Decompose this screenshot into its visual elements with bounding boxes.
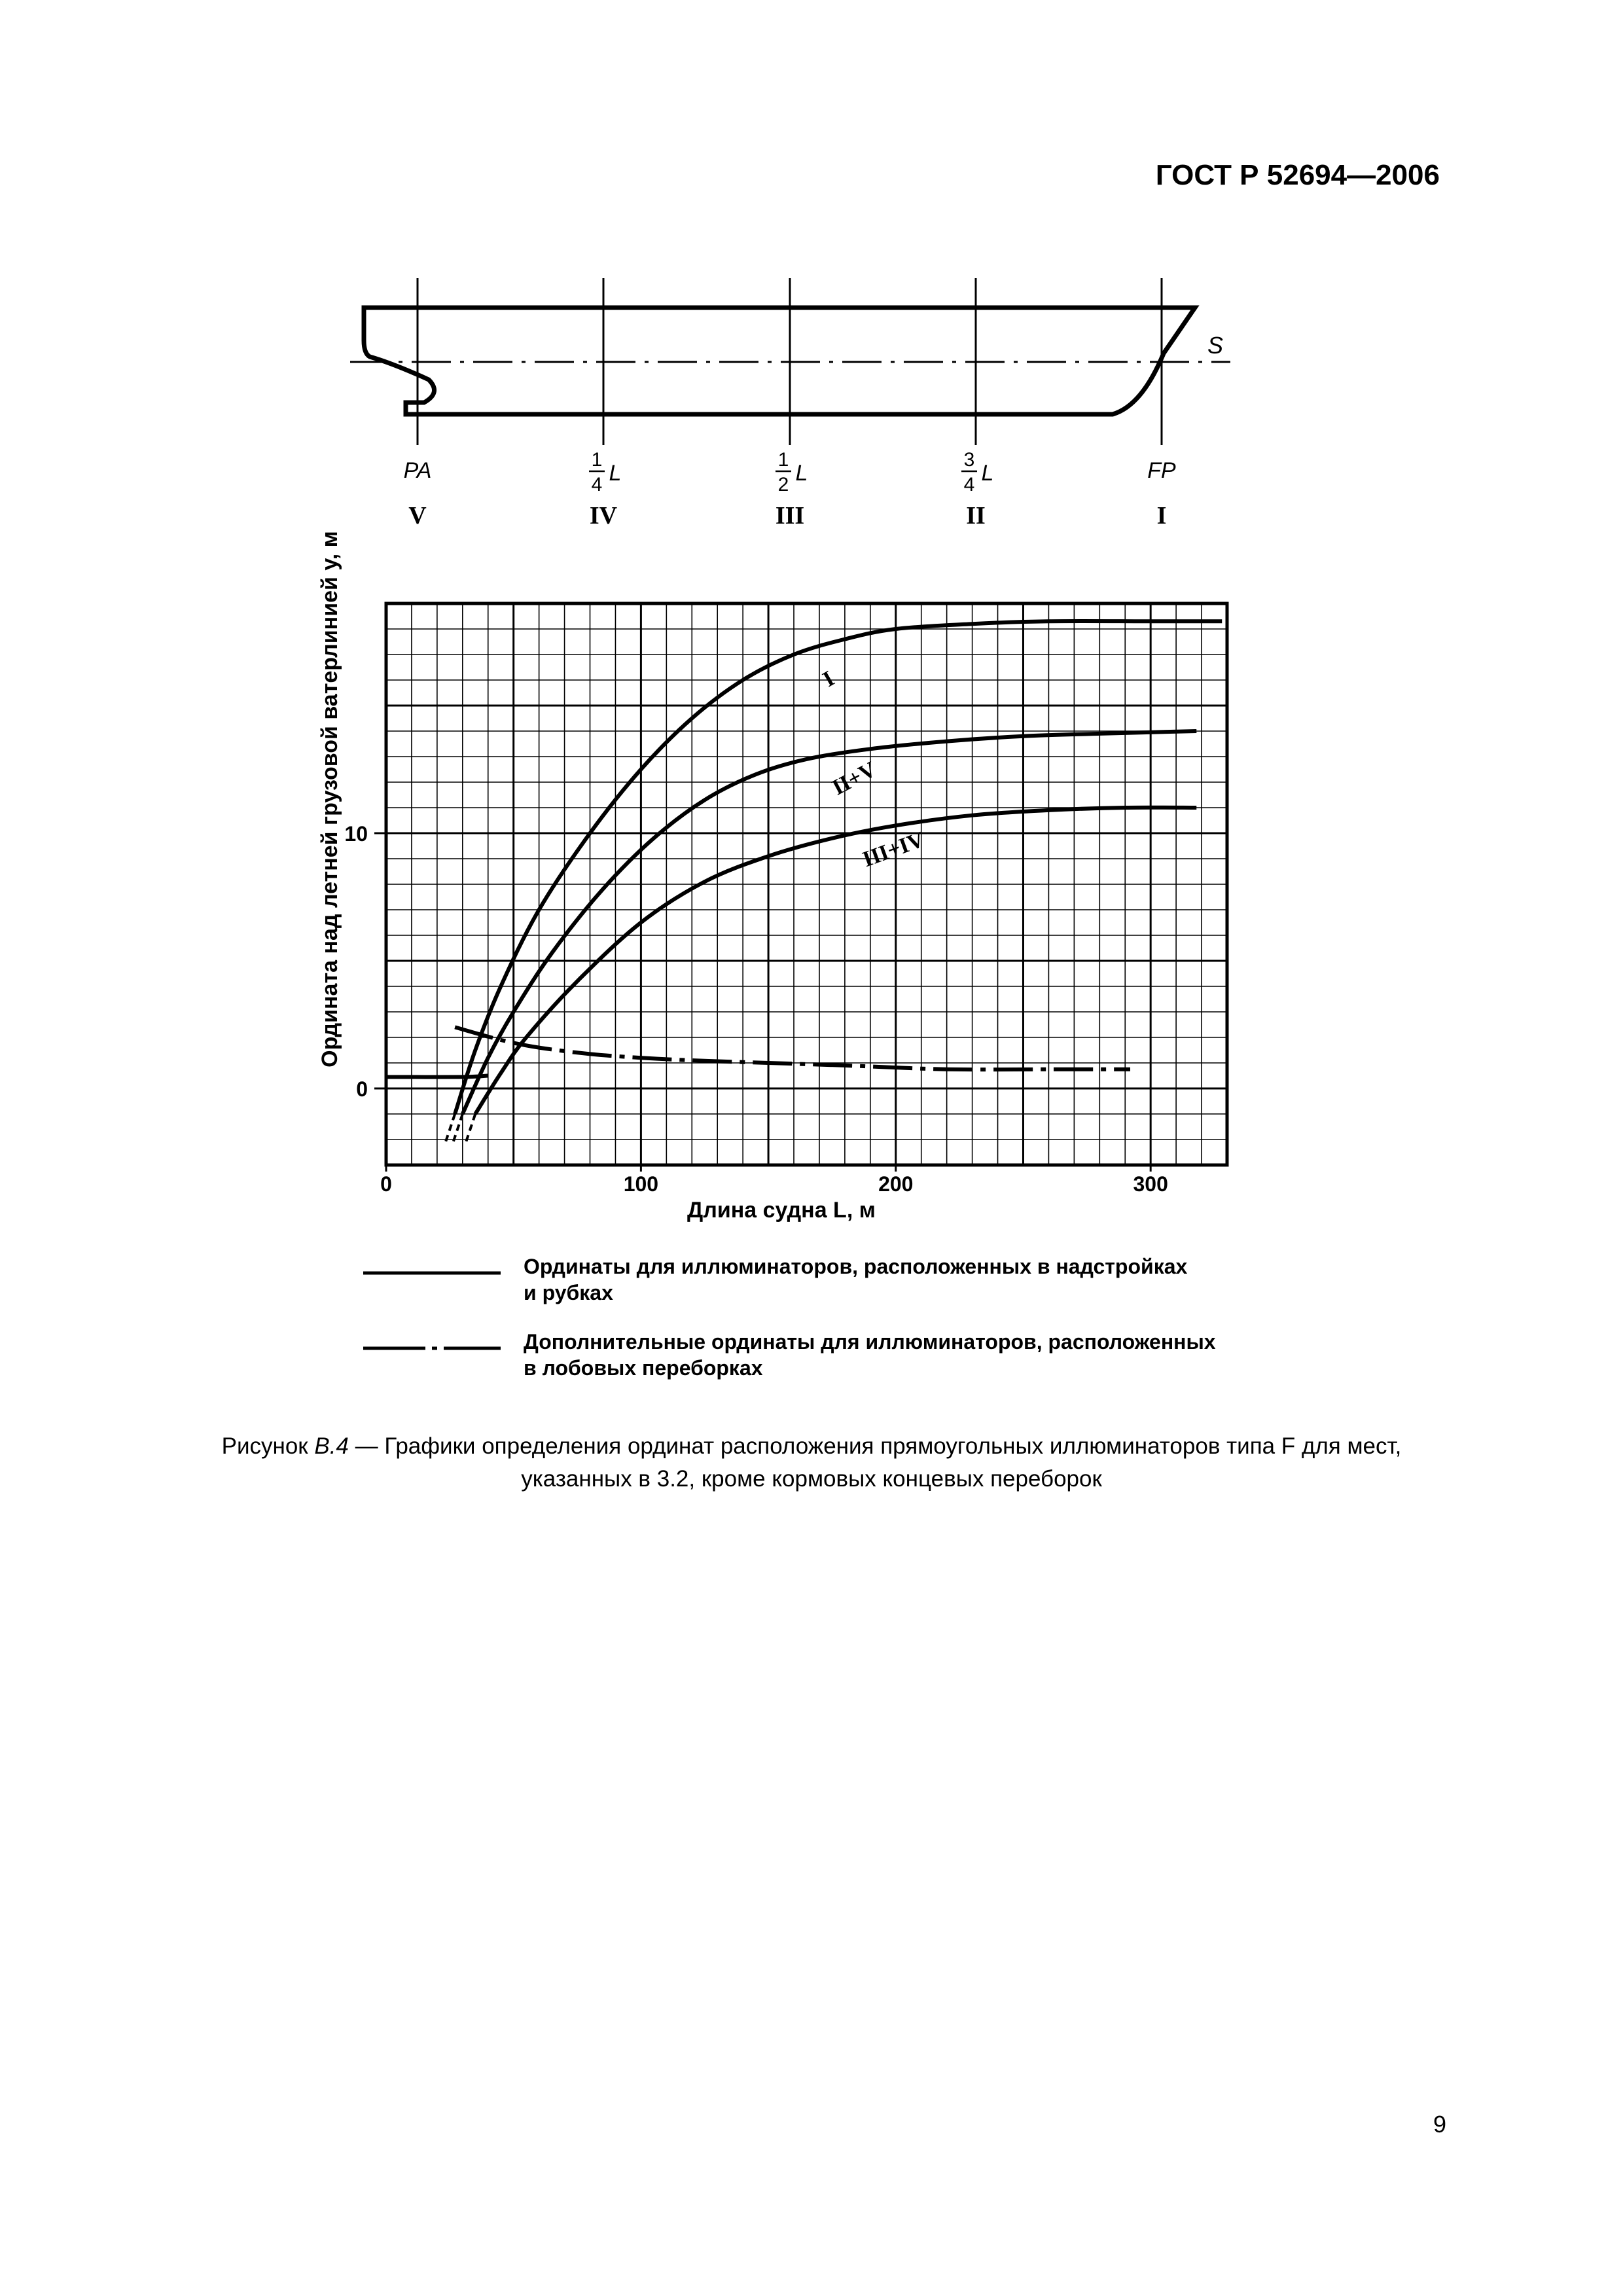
station-fraction-numerator: 1: [778, 449, 789, 471]
x-tick-label: 200: [878, 1172, 913, 1196]
series-extension: [443, 1113, 457, 1145]
station-fraction-numerator: 1: [592, 449, 603, 471]
series-line-III-plus-IV: [473, 805, 1197, 1115]
station-roman-numeral: I: [1157, 502, 1167, 529]
legend-solid-line-2: и рубках: [524, 1281, 613, 1304]
chart-grid: [385, 603, 1228, 1166]
station-lines: [416, 278, 1163, 445]
document-number: ГОСТ Р 52694—2006: [1155, 159, 1440, 191]
caption-line-1: Рисунок В.4 — Графики определения ордина…: [98, 1430, 1525, 1463]
series-label: II+V: [829, 757, 881, 800]
x-axis-label: Длина судна L, м: [687, 1198, 876, 1223]
station-label: PA: [404, 458, 432, 483]
station-fraction-suffix: L: [796, 461, 808, 486]
station-roman-numeral: IV: [590, 502, 618, 529]
legend-dashdot-swatch: [363, 1346, 501, 1350]
station-fraction-denominator: 4: [964, 474, 975, 495]
plot-frame: [384, 601, 1229, 1167]
caption-prefix: Рисунок: [221, 1433, 315, 1459]
station-fraction-suffix: L: [609, 461, 622, 486]
legend-solid-text: Ординаты для иллюминаторов, расположенны…: [524, 1253, 1374, 1306]
series-line-baseline: [385, 1073, 488, 1079]
legend-dashdot-text: Дополнительные ординаты для иллюминаторо…: [524, 1329, 1374, 1381]
station-fraction-suffix: L: [982, 461, 994, 486]
series-line-I: [453, 619, 1222, 1115]
caption-text-1: — Графики определения ординат расположен…: [348, 1433, 1402, 1459]
figure-caption: Рисунок В.4 — Графики определения ордина…: [98, 1430, 1525, 1496]
station-roman-numeral: V: [408, 502, 427, 529]
caption-line-2: указанных в 3.2, кроме кормовых концевых…: [521, 1466, 1102, 1492]
x-tick-label: 0: [380, 1172, 392, 1196]
waterline-label: S: [1207, 332, 1223, 359]
legend-dashdot-line-1: Дополнительные ординаты для иллюминаторо…: [524, 1330, 1216, 1354]
series-extension: [463, 1113, 477, 1145]
legend-dashdot-line-2: в лобовых переборках: [524, 1356, 763, 1380]
series-extension: [451, 1113, 464, 1145]
hull-outline: [361, 305, 1200, 417]
station-fraction-denominator: 2: [778, 474, 789, 495]
station-fraction-denominator: 4: [592, 474, 603, 495]
x-tick-label: 100: [624, 1172, 658, 1196]
station-label: FP: [1147, 458, 1176, 483]
page-number: 9: [1433, 2111, 1446, 2138]
legend-solid-swatch: [363, 1271, 501, 1275]
station-roman-numeral: III: [776, 502, 804, 529]
y-axis-label: Ордината над летней грузовой ватерлинией…: [317, 531, 342, 1067]
station-roman-numeral: II: [966, 502, 986, 529]
series-line-additional-ordinates: [454, 1025, 1131, 1072]
station-fraction-numerator: 3: [964, 449, 975, 471]
series-label: I: [819, 666, 838, 692]
caption-figure-id: В.4: [314, 1433, 349, 1459]
x-tick-label: 300: [1133, 1172, 1168, 1196]
y-tick-label: 0: [356, 1077, 368, 1101]
axis-tick-labels: 0 100 200 300 0 10: [344, 822, 1168, 1196]
y-tick-label: 10: [344, 822, 368, 846]
chart-series: [385, 619, 1222, 1145]
legend-solid-line-1: Ординаты для иллюминаторов, расположенны…: [524, 1255, 1188, 1278]
series-line-II-plus-V: [461, 729, 1197, 1115]
